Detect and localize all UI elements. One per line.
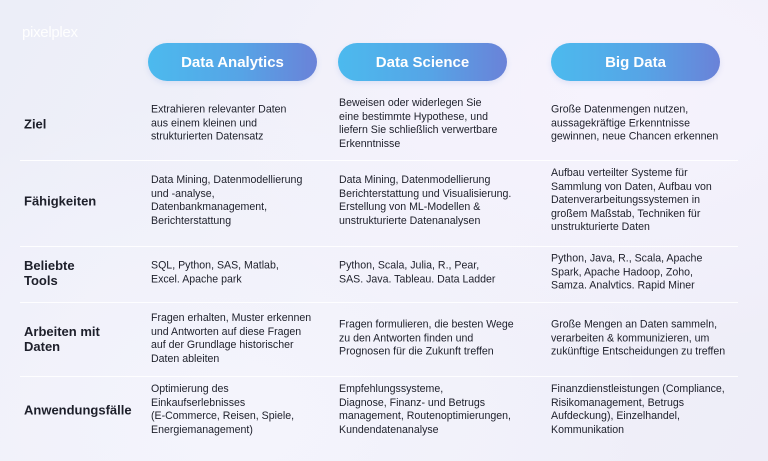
- column-header-data-analytics: Data Analytics: [148, 43, 317, 81]
- table-cell: Python, Scala, Julia, R., Pear, SAS. Java…: [339, 259, 496, 285]
- table-cell: Beweisen oder widerlegen Sie eine bestimm…: [339, 96, 498, 150]
- row-divider: [20, 302, 738, 303]
- row-divider: [20, 376, 738, 377]
- table-cell: SQL, Python, SAS, Matlab, Excel. Apache p…: [151, 259, 279, 285]
- row-label: Anwendungsfälle: [24, 402, 132, 418]
- table-cell: Finanzdienstleistungen (Compliance, Risik…: [551, 382, 725, 436]
- table-cell: Große Mengen an Daten sammeln, verarbeite…: [551, 318, 726, 358]
- pixelplex-logo: pixelplex: [22, 24, 78, 41]
- row-divider: [20, 160, 738, 161]
- row-label: Ziel: [24, 116, 47, 132]
- table-cell: Fragen formulieren, die besten Wege zu de…: [339, 318, 514, 358]
- table-cell: Empfehlungssysteme, Diagnose, Finanz- und…: [339, 382, 511, 436]
- table-cell: Python, Java, R., Scala, Apache Spark, Ap…: [551, 252, 703, 292]
- table-cell: Aufbau verteilter Systeme für Sammlung vo…: [551, 167, 712, 234]
- table-cell: Große Datenmengen nutzen, aussagekräftige…: [551, 103, 719, 143]
- column-header-data-science: Data Science: [338, 43, 507, 81]
- table-cell: Data Mining, Datenmodellierung Berichters…: [339, 173, 512, 227]
- table-cell: Data Mining, Datenmodellierung und -analy…: [151, 173, 303, 227]
- row-label: Beliebte Tools: [24, 258, 75, 288]
- table-cell: Optimierung des Einkaufserlebnisses (E-Com…: [151, 382, 295, 436]
- row-label: Fähigkeiten: [24, 193, 97, 209]
- table-cell: Fragen erhalten, Muster erkennen und Antw…: [151, 311, 312, 365]
- table-cell: Extrahieren relevanter Daten aus einem kl…: [151, 103, 287, 143]
- row-divider: [20, 246, 738, 247]
- column-header-big-data: Big Data: [551, 43, 720, 81]
- row-label: Arbeiten mit Daten: [24, 324, 100, 354]
